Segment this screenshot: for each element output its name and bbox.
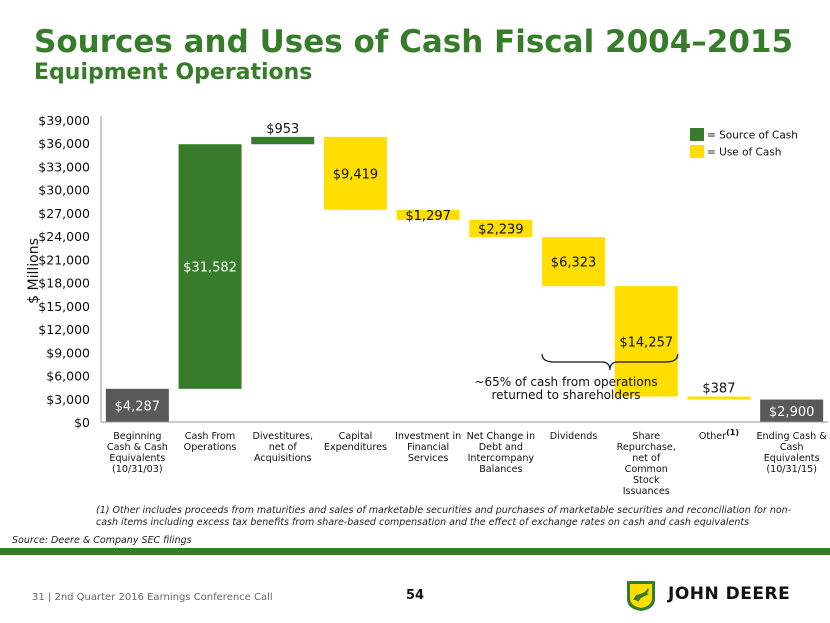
y-tick-label: $12,000 [38, 322, 90, 337]
brace-bracket [541, 353, 679, 371]
bar [323, 136, 387, 210]
brace-annotation-text: ~65% of cash from operations [474, 375, 657, 389]
x-category-label: Dividends [550, 431, 598, 442]
john-deere-logo: JOHN DEERE [624, 578, 824, 614]
y-tick-label: $33,000 [38, 159, 90, 174]
bar [469, 219, 533, 238]
y-axis-label: $ Millions [26, 238, 42, 304]
bar-value-label: $31,582 [183, 261, 237, 276]
page-subtitle: Equipment Operations [34, 60, 313, 85]
bar-value-label: $387 [702, 382, 735, 397]
x-category-label: Divestitures, net of Acquisitions [252, 431, 313, 464]
bar-value-label: $9,419 [333, 167, 379, 182]
page-number: 54 [405, 588, 425, 603]
x-category-label: Share Repurchase, net of Common Stock Issuanc… [617, 431, 676, 497]
bar-value-label: $14,257 [619, 335, 673, 350]
bar [105, 388, 169, 422]
y-tick-label: $9,000 [46, 345, 90, 360]
x-category-label: Net Change in Debt and Intercompany Balance… [467, 431, 535, 475]
bar-value-label: $6,323 [551, 256, 597, 271]
bar [396, 209, 460, 220]
page-title: Sources and Uses of Cash Fiscal 2004–201… [34, 24, 794, 60]
footer-divider [0, 548, 830, 555]
x-category-label: Cash From Operations [184, 431, 237, 453]
y-tick-label: $3,000 [46, 392, 90, 407]
bar [614, 286, 678, 397]
y-tick-label: $21,000 [38, 252, 90, 267]
x-category-label: Other(1) [699, 428, 739, 442]
y-tick-label: $27,000 [38, 206, 90, 221]
y-tick-label: $30,000 [38, 183, 90, 198]
source-note: Source: Deere & Company SEC filings [12, 535, 192, 546]
y-tick-label: $15,000 [38, 299, 90, 314]
bar [251, 136, 315, 145]
y-tick-label: $0 [74, 415, 90, 430]
legend-label: = Source of Cash [707, 130, 798, 142]
y-tick-label: $39,000 [38, 113, 90, 128]
bar-value-label: $953 [266, 122, 299, 137]
bar [760, 399, 824, 422]
footer-caption: 31 | 2nd Quarter 2016 Earnings Conferenc… [32, 592, 273, 603]
bar [687, 396, 751, 400]
y-tick-label: $6,000 [46, 369, 90, 384]
y-tick-label: $18,000 [38, 276, 90, 291]
x-category-label: Ending Cash & Cash Equivalents (10/31/15) [756, 431, 827, 475]
legend-swatch [690, 145, 704, 158]
footnote: (1) Other includes proceeds from maturit… [96, 505, 792, 528]
logo-text: JOHN DEERE [668, 584, 791, 604]
x-category-label: Beginning Cash & Cash Equivalents (10/31/03… [107, 431, 168, 475]
leaping-deer-icon [627, 581, 655, 611]
y-tick-label: $36,000 [38, 136, 90, 151]
x-category-label: Investment in Financial Services [395, 431, 461, 464]
bar-value-label: $1,297 [405, 209, 451, 224]
bar-value-label: $2,900 [769, 405, 815, 420]
bar [542, 237, 606, 287]
bar-value-label: $2,239 [478, 223, 524, 238]
bar [178, 144, 242, 389]
brace-annotation-text: returned to shareholders [491, 388, 640, 402]
y-tick-label: $24,000 [38, 229, 90, 244]
bar-value-label: $4,287 [115, 399, 161, 414]
legend-swatch [690, 128, 704, 141]
x-category-label: Capital Expenditures [324, 431, 387, 453]
waterfall-chart: $0 $3,000 $6,000 $9,000 $12,000 $15,000 $18,00… [26, 113, 828, 497]
legend-label: = Use of Cash [707, 147, 781, 159]
